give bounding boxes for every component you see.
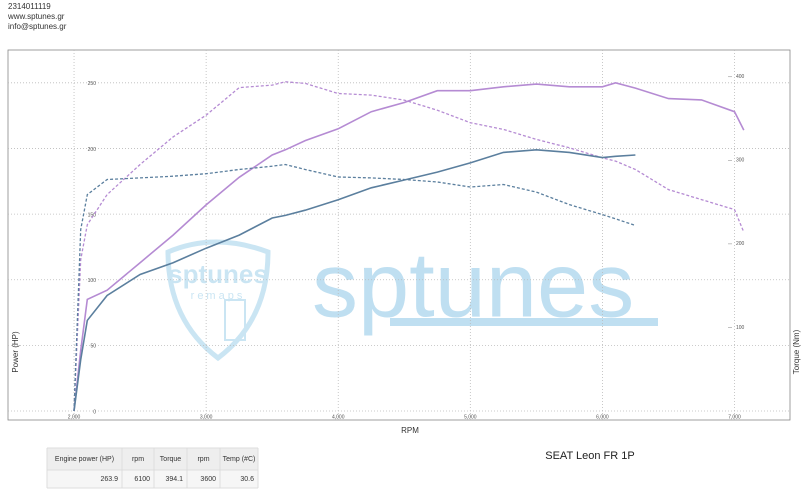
watermark: sptunes remaps sptunes xyxy=(165,234,658,362)
table-value: 3600 xyxy=(200,476,216,483)
y-tick-label: 100 xyxy=(88,278,97,284)
table-row-bg xyxy=(47,470,258,488)
logo-bars xyxy=(224,299,246,341)
watermark-underline xyxy=(390,318,658,326)
x-tick-label: 7,000 xyxy=(728,414,741,420)
logo-sub: remaps xyxy=(191,290,246,302)
y2-tick-label: 100 xyxy=(736,325,745,331)
series-line xyxy=(73,163,636,412)
table-header: rpm xyxy=(197,456,209,463)
y-tick-label: 200 xyxy=(88,147,97,153)
chart-title: SEAT Leon FR 1P xyxy=(545,450,634,462)
table-value: 263.9 xyxy=(100,476,118,483)
table-header: Torque xyxy=(160,456,182,463)
table-header: Engine power (HP) xyxy=(55,456,114,463)
x-tick-label: 4,000 xyxy=(332,414,345,420)
table-header: Temp (#C) xyxy=(223,456,256,463)
series-line xyxy=(73,81,745,412)
header-line: info@sptunes.gr xyxy=(8,22,67,31)
x-axis-label: RPM xyxy=(401,426,419,435)
table-value: 394.1 xyxy=(165,476,183,483)
plot-frame xyxy=(7,49,791,421)
x-tick-label: 6,000 xyxy=(596,414,609,420)
header-line: 2314011119 xyxy=(8,2,51,11)
table-header-bg xyxy=(47,448,258,470)
y-tick-label: 150 xyxy=(88,212,97,218)
series-line xyxy=(73,148,636,412)
table-value: 6100 xyxy=(134,476,150,483)
table-header: rpm xyxy=(132,456,144,463)
header-line: www.sptunes.gr xyxy=(7,12,65,21)
y-tick-label: 50 xyxy=(90,344,96,350)
y2-tick-label: 200 xyxy=(736,241,745,247)
logo-text: sptunes xyxy=(168,259,268,289)
y-axis-label: Power (HP) xyxy=(11,331,20,373)
table-value: 30.6 xyxy=(240,476,254,483)
x-tick-label: 2,000 xyxy=(68,414,81,420)
x-tick-label: 5,000 xyxy=(464,414,477,420)
y-tick-label: 0 xyxy=(93,409,96,415)
y2-axis-label: Torque (Nm) xyxy=(792,329,801,374)
x-tick-label: 3,000 xyxy=(200,414,213,420)
y-tick-label: 250 xyxy=(88,81,97,87)
y2-tick-label: 400 xyxy=(736,74,745,80)
y2-tick-label: 300 xyxy=(736,158,745,164)
